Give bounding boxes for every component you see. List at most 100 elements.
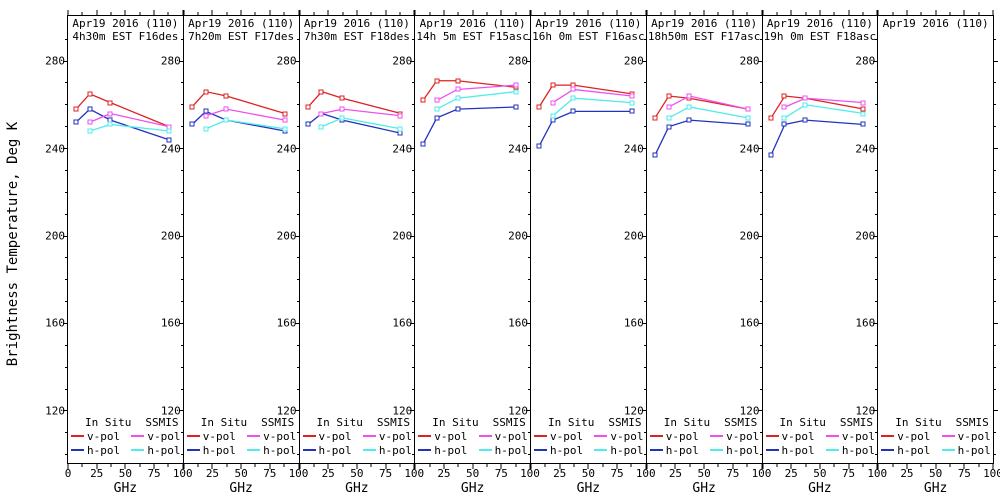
y-minor-tick — [528, 454, 531, 456]
y-minor-tick — [875, 257, 879, 259]
y-minor-tick — [412, 213, 416, 215]
x-minor-tick-top — [833, 12, 835, 15]
y-minor-tick — [875, 191, 879, 193]
y-minor-tick — [180, 191, 184, 193]
legend-in-situ-v-pol-label: v-pol — [318, 430, 352, 443]
legend-in-situ-column: In Situ v-pol h-pol — [186, 416, 247, 458]
legend-ssmis-v-pol-entry: v-pol — [362, 430, 413, 444]
legend-ssmis-h-pol-label: h-pol — [726, 444, 760, 457]
data-point-marker — [318, 124, 324, 130]
panel-4: Apr19 2016 (110) 14h 5m EST F15asc 280 240 2… — [392, 10, 540, 496]
y-minor-tick — [412, 38, 416, 40]
legend-in-situ-h-pol-label: h-pol — [87, 444, 121, 457]
x-tick-label: 25 — [205, 467, 220, 480]
x-major-tick-top — [299, 10, 300, 15]
panel-title-pass: 19h 0m EST F18asc — [763, 30, 877, 43]
legend-in-situ-v-pol-label: v-pol — [87, 430, 121, 443]
x-minor-tick — [110, 464, 112, 467]
series-line-ssmis-v-pol — [784, 98, 863, 107]
x-major-tick-top — [616, 10, 618, 15]
data-point-marker — [550, 100, 556, 106]
data-point-marker — [536, 104, 542, 110]
y-minor-tick — [643, 454, 647, 456]
y-tick-label: 160 — [392, 316, 413, 330]
x-minor-tick — [978, 464, 980, 467]
y-minor-tick-right — [993, 432, 996, 434]
y-minor-tick — [528, 388, 531, 390]
y-minor-tick — [875, 301, 879, 303]
panel-legend: In Situ v-pol h-pol SSMIS v-pol h-pol — [71, 416, 182, 458]
y-tick-label: 280 — [392, 54, 413, 68]
series-line-ssmis-h-pol — [90, 124, 169, 131]
x-major-tick-top — [530, 10, 532, 15]
panel-5: Apr19 2016 (110) 16h 0m EST F16asc 280 240 2… — [508, 10, 656, 496]
x-tick-label: 25 — [784, 467, 798, 480]
data-point-marker — [781, 121, 787, 127]
x-major-tick — [327, 464, 329, 469]
y-minor-tick — [875, 279, 879, 281]
v-pol-line-swatch — [302, 435, 316, 437]
y-minor-tick — [759, 38, 763, 40]
y-minor-tick — [65, 388, 68, 390]
panel-title: Apr19 2016 (110) 14h 5m EST F15asc — [415, 17, 530, 43]
y-minor-tick — [643, 126, 647, 128]
series-line-in-situ-h-pol — [539, 111, 632, 146]
series-line-in-situ-v-pol — [76, 94, 169, 127]
x-major-tick-top — [559, 10, 561, 15]
data-point-marker — [87, 106, 93, 112]
x-minor-tick-top — [920, 12, 922, 15]
y-minor-tick — [759, 344, 763, 346]
series-line-ssmis-h-pol — [206, 120, 285, 129]
y-minor-tick — [528, 301, 531, 303]
legend-ssmis-header: SSMIS — [261, 416, 295, 429]
legend-ssmis-header: SSMIS — [376, 416, 410, 429]
y-minor-tick — [296, 126, 300, 128]
y-minor-tick — [759, 169, 763, 171]
data-point-marker — [802, 95, 808, 101]
legend-in-situ-column: In Situ v-pol h-pol — [765, 416, 826, 458]
v-pol-line-swatch — [478, 435, 492, 437]
y-tick-label: 200 — [855, 229, 876, 243]
legend-in-situ-h-pol-label: h-pol — [897, 444, 931, 457]
y-minor-tick-right — [993, 279, 996, 281]
panel-title-date: Apr19 2016 (110) — [535, 17, 642, 30]
y-major-tick — [294, 60, 300, 62]
legend-in-situ-h-pol-label: h-pol — [781, 444, 815, 457]
data-point-marker — [802, 117, 808, 123]
y-tick-label: 160 — [160, 316, 181, 330]
data-point-marker — [189, 104, 195, 110]
legend-in-situ-h-pol-entry: h-pol — [765, 444, 826, 458]
data-point-marker — [802, 102, 808, 108]
x-tick-label: 75 — [378, 467, 393, 480]
y-minor-tick-right — [993, 344, 996, 346]
x-minor-tick — [81, 464, 83, 467]
y-minor-tick — [412, 82, 416, 84]
x-tick-label: 25 — [553, 467, 567, 480]
legend-ssmis-column: SSMIS v-pol h-pol — [594, 416, 644, 458]
y-minor-tick — [180, 279, 184, 281]
x-minor-tick — [429, 464, 431, 467]
x-minor-tick — [342, 464, 344, 467]
x-minor-tick-top — [949, 12, 951, 15]
y-minor-tick — [296, 104, 300, 106]
x-tick-label: 75 — [263, 467, 277, 480]
y-minor-tick — [875, 169, 879, 171]
h-pol-line-swatch — [418, 449, 432, 451]
legend-ssmis-h-pol-entry: h-pol — [247, 444, 297, 458]
y-minor-tick — [65, 454, 68, 456]
h-pol-line-swatch — [594, 449, 608, 451]
x-major-tick-top — [183, 10, 185, 15]
x-minor-tick-top — [167, 12, 169, 15]
x-minor-tick-top — [892, 12, 894, 15]
x-minor-tick — [399, 464, 401, 467]
y-minor-tick — [643, 82, 647, 84]
panel-3: Apr19 2016 (110) 7h30m EST F18des 280 240 20… — [277, 10, 424, 496]
x-minor-tick-top — [110, 12, 112, 15]
legend-ssmis-v-pol-label: v-pol — [147, 430, 181, 443]
legend-in-situ-header: In Situ — [316, 416, 363, 429]
x-minor-tick — [746, 464, 748, 467]
y-major-tick-right — [993, 235, 998, 237]
y-minor-tick — [296, 454, 300, 456]
x-major-tick-top — [761, 10, 762, 15]
legend-in-situ-v-pol-entry: v-pol — [418, 430, 478, 444]
